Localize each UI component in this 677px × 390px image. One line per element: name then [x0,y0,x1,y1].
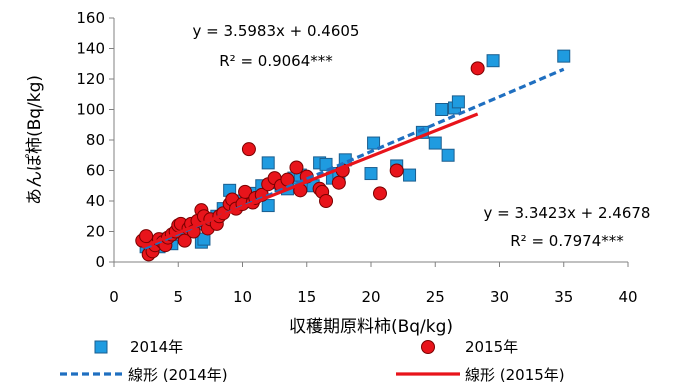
trendline-2015-r2: R² = 0.7974*** [510,232,624,250]
legend-marker-2015 [421,340,435,354]
point-2015 [331,175,346,190]
point-2014 [441,148,455,162]
point-2015 [470,61,485,76]
point-2014 [403,168,417,182]
legend-marker-2014 [94,340,108,354]
point-2014 [428,136,442,150]
y-tick-label: 40 [86,192,105,210]
trendline-2015-equation: y = 3.3423x + 2.4678 [484,204,651,222]
point-2015 [389,163,404,178]
point-2014 [367,136,381,150]
point-2014 [486,54,500,68]
legend-label-trendline-2014: 線形 (2014年) [128,366,228,384]
x-tick-label: 35 [554,288,573,306]
x-tick-label: 10 [233,288,252,306]
trendline-2014 [144,67,565,250]
y-tick-label: 20 [86,223,105,241]
x-tick-label: 40 [618,288,637,306]
point-2014 [557,49,571,63]
point-2014 [364,167,378,181]
legend-label-2014: 2014年 [130,338,183,356]
y-axis: 0 20 40 60 80 100 120 140 160 [76,9,115,271]
point-2015 [241,142,256,157]
point-2015 [319,194,334,208]
point-2014 [261,199,275,213]
point-2015 [139,229,154,244]
trendline-2014-r2: R² = 0.9064*** [219,52,333,70]
y-tick-label: 120 [76,70,105,88]
x-tick-label: 15 [297,288,316,306]
x-tick-label: 30 [490,288,509,306]
x-tick-label: 20 [361,288,380,306]
point-2014 [451,95,465,109]
point-2014 [435,103,449,116]
y-axis-title: あんぽ柿(Bq/kg) [25,75,45,205]
legend-label-2015: 2015年 [465,338,518,356]
trendline-2014-equation: y = 3.5983x + 0.4605 [193,22,360,40]
y-tick-label: 160 [76,9,105,27]
legend: 2014年 2015年 線形 (2014年) 線形 (2015年) [60,338,565,384]
y-tick-label: 100 [76,101,105,119]
y-tick-label: 0 [95,253,105,271]
legend-label-trendline-2015: 線形 (2015年) [465,366,565,384]
x-axis-title: 収穫期原料柿(Bq/kg) [289,317,453,337]
y-tick-label: 60 [86,162,105,180]
x-axis: 0 5 10 15 20 25 30 35 40 [109,261,638,306]
x-tick-label: 0 [109,288,119,306]
point-2015 [238,184,253,199]
y-tick-label: 80 [86,131,105,149]
x-tick-label: 25 [426,288,445,306]
point-2014 [261,156,275,170]
plot-area [135,49,571,262]
point-2015 [372,186,387,201]
x-tick-label: 5 [173,288,183,306]
trendline-2015 [141,112,479,249]
y-tick-label: 140 [76,40,105,58]
point-2015 [289,160,304,175]
point-2014 [319,157,333,171]
